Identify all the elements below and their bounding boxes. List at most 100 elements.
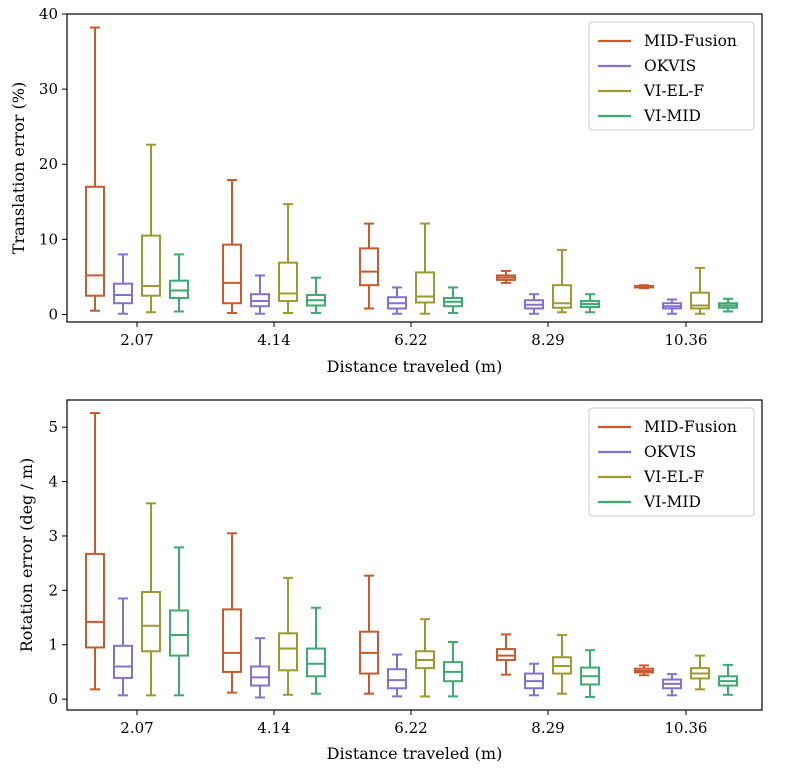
x-tick-label: 10.36	[665, 719, 708, 737]
legend-label: MID-Fusion	[644, 32, 737, 50]
box-2.07	[85, 26, 105, 312]
series-vi-el-f	[141, 143, 710, 315]
axes-frame	[66, 13, 763, 323]
box-6.22	[359, 574, 379, 695]
series-vi-el-f	[141, 502, 710, 698]
box-6.22	[387, 286, 407, 315]
box-4.14	[306, 606, 326, 695]
series-mid-fusion	[85, 412, 654, 695]
x-tick-label: 2.07	[120, 719, 153, 737]
box-10.36	[718, 663, 738, 696]
box-iqr	[250, 665, 270, 687]
y-tick-label: 0	[48, 305, 58, 323]
box-iqr	[359, 247, 379, 287]
box-2.07	[85, 412, 105, 691]
y-axis-label: Rotation error (deg / m)	[17, 458, 36, 653]
box-iqr	[169, 279, 189, 299]
y-tick-label: 5	[48, 418, 58, 436]
box-iqr	[415, 271, 435, 304]
series-okvis	[113, 597, 682, 699]
box-10.36	[690, 654, 710, 691]
box-6.22	[443, 286, 463, 314]
box-iqr	[496, 648, 516, 661]
box-4.14	[278, 203, 298, 314]
box-8.29	[496, 633, 516, 676]
box-6.22	[415, 222, 435, 315]
y-tick-label: 40	[39, 5, 58, 23]
box-iqr	[85, 185, 105, 297]
box-4.14	[278, 576, 298, 696]
y-tick-label: 2	[48, 581, 58, 599]
box-iqr	[169, 609, 189, 657]
box-8.29	[496, 269, 516, 284]
legend-frame	[588, 21, 755, 131]
box-10.36	[662, 673, 682, 697]
y-tick-label: 10	[39, 230, 58, 248]
box-10.36	[634, 664, 654, 677]
legend: MID-Fusion OKVIS VI-EL-F VI-MID	[588, 21, 755, 131]
legend-label: MID-Fusion	[644, 418, 737, 436]
box-4.14	[250, 637, 270, 699]
series-okvis	[113, 253, 682, 315]
box-10.36	[662, 298, 682, 315]
box-8.29	[524, 293, 544, 315]
legend-label: VI-EL-F	[643, 82, 704, 100]
box-6.22	[415, 618, 435, 698]
box-2.07	[141, 502, 161, 697]
box-4.14	[250, 274, 270, 315]
box-6.22	[359, 222, 379, 310]
box-iqr	[85, 552, 105, 649]
series-vi-mid	[169, 253, 738, 314]
box-iqr	[306, 647, 326, 678]
y-tick-label: 0	[48, 690, 58, 708]
box-6.22	[387, 653, 407, 698]
x-tick-label: 10.36	[665, 331, 708, 349]
box-2.07	[113, 597, 133, 697]
chart-panel-1: 0 10 20 30 40 2.07 4.14 6.22 8.29 10.36 Distance t…	[9, 5, 763, 376]
series-vi-mid	[169, 546, 738, 698]
box-8.29	[552, 633, 572, 695]
box-iqr	[690, 291, 710, 310]
legend-frame	[588, 407, 755, 517]
x-tick-label: 8.29	[531, 331, 564, 349]
box-10.36	[634, 284, 654, 290]
box-8.29	[552, 248, 572, 314]
y-tick-label: 3	[48, 527, 58, 545]
box-10.36	[718, 297, 738, 313]
x-tick-label: 8.29	[531, 719, 564, 737]
box-4.14	[222, 532, 242, 694]
box-2.07	[169, 253, 189, 313]
legend-label: VI-MID	[643, 493, 701, 511]
box-8.29	[580, 649, 600, 698]
axes-frame	[66, 399, 763, 711]
box-iqr	[278, 632, 298, 672]
x-tick-label: 4.14	[257, 331, 290, 349]
box-2.07	[141, 143, 161, 314]
box-iqr	[141, 234, 161, 297]
legend-label: VI-MID	[643, 107, 701, 125]
box-iqr	[278, 261, 298, 302]
box-iqr	[113, 644, 133, 679]
box-8.29	[580, 293, 600, 314]
legend: MID-Fusion OKVIS VI-EL-F VI-MID	[588, 407, 755, 517]
y-tick-label: 30	[39, 80, 58, 98]
legend-label: OKVIS	[644, 57, 696, 75]
y-axis-label: Translation error (%)	[9, 82, 28, 254]
box-8.29	[524, 662, 544, 697]
box-iqr	[552, 284, 572, 309]
y-tick-label: 1	[48, 636, 58, 654]
box-iqr	[113, 282, 133, 305]
x-axis-label: Distance traveled (m)	[327, 357, 503, 376]
box-10.36	[690, 266, 710, 315]
box-2.07	[169, 546, 189, 697]
legend-label: VI-EL-F	[643, 468, 704, 486]
box-2.07	[113, 253, 133, 315]
box-4.14	[306, 276, 326, 314]
x-tick-label: 6.22	[394, 331, 427, 349]
box-iqr	[222, 608, 242, 673]
x-tick-label: 4.14	[257, 719, 290, 737]
x-tick-label: 2.07	[120, 331, 153, 349]
box-6.22	[443, 641, 463, 698]
y-tick-label: 20	[39, 155, 58, 173]
